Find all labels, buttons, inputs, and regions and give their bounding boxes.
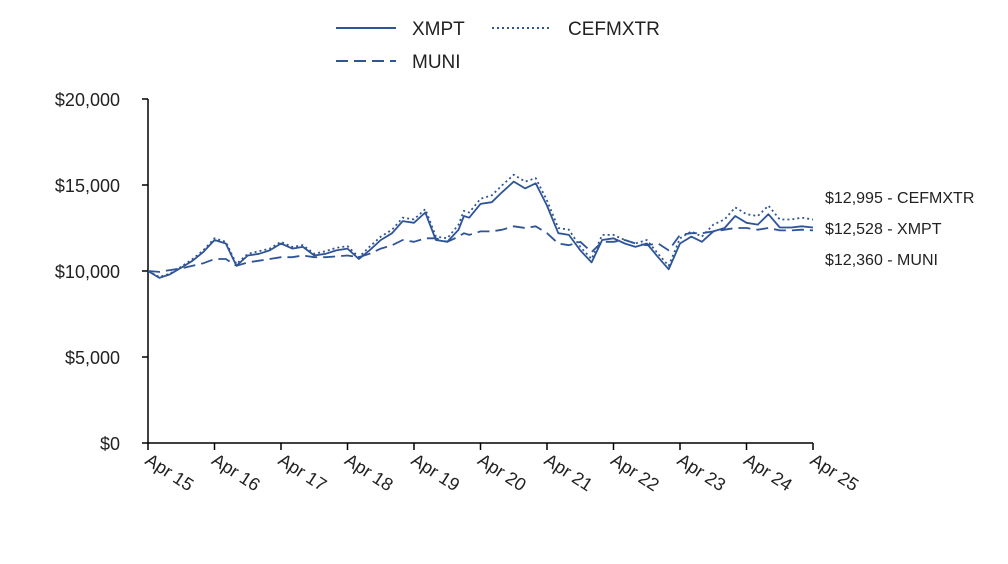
end-label-cefmxtr: $12,995 - CEFMXTR [825,190,974,207]
x-ticks: Apr 15 Apr 16 Apr 17 Apr 18 Apr 19 Apr 20 Apr … [142,443,862,495]
series-line-xmpt [147,180,814,279]
series-lines [147,173,814,279]
series-line-muni [147,225,814,273]
legend-label-muni: MUNI [412,52,461,73]
legend-label-cefmxtr: CEFMXTR [568,19,660,40]
x-tick-label: Apr 16 [208,450,263,496]
x-tick-label: Apr 25 [807,450,862,496]
series-line-cefmxtr [147,173,814,278]
y-tick-label: $10,000 [55,262,120,282]
x-tick-label: Apr 17 [275,450,330,496]
legend: XMPT CEFMXTR MUNI [336,19,660,73]
y-tick-label: $5,000 [65,348,120,368]
x-tick-label: Apr 24 [740,450,795,496]
x-tick-label: Apr 19 [408,450,463,496]
x-tick-label: Apr 20 [474,450,529,496]
end-labels: $12,995 - CEFMXTR $12,528 - XMPT $12,360… [825,190,974,269]
y-tick-label: $15,000 [55,176,120,196]
y-ticks: $0 $5,000 $10,000 $15,000 $20,000 [55,90,148,454]
y-tick-label: $0 [100,434,120,454]
x-tick-label: Apr 21 [541,450,596,496]
x-tick-label: Apr 18 [341,450,396,496]
legend-label-xmpt: XMPT [412,19,465,40]
x-tick-label: Apr 22 [607,450,662,496]
x-tick-label: Apr 23 [674,450,729,496]
end-label-xmpt: $12,528 - XMPT [825,221,942,238]
x-tick-label: Apr 15 [142,450,197,496]
y-tick-label: $20,000 [55,90,120,110]
axes [147,99,813,444]
end-label-muni: $12,360 - MUNI [825,252,938,269]
